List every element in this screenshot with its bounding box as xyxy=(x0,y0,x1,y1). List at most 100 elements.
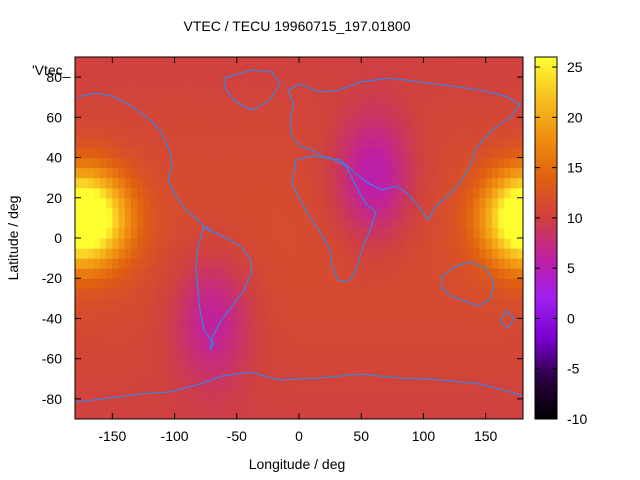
heatmap-cell xyxy=(124,378,132,390)
heatmap-cell xyxy=(336,408,344,419)
heatmap-cell xyxy=(367,318,375,330)
heatmap-cell xyxy=(87,217,95,229)
heatmap-cell xyxy=(87,157,95,169)
heatmap-cell xyxy=(187,348,194,360)
heatmap-cell xyxy=(516,248,523,259)
heatmap-cell xyxy=(467,227,474,239)
heatmap-cell xyxy=(168,77,176,88)
heatmap-cell xyxy=(286,217,294,229)
heatmap-cell xyxy=(367,187,375,199)
heatmap-cell xyxy=(137,157,145,169)
heatmap-cell xyxy=(299,338,306,350)
heatmap-cell xyxy=(230,328,238,340)
heatmap-cell xyxy=(417,197,425,209)
heatmap-cell xyxy=(243,368,250,380)
heatmap-cell xyxy=(498,177,505,189)
heatmap-cell xyxy=(280,57,288,68)
heatmap-cell xyxy=(435,268,443,279)
heatmap-cell xyxy=(299,87,306,98)
heatmap-cell xyxy=(398,97,406,108)
heatmap-cell xyxy=(348,298,356,309)
heatmap-cell xyxy=(504,298,512,309)
heatmap-cell xyxy=(87,348,95,360)
y-tick-label: 20 xyxy=(46,190,62,206)
heatmap-cell xyxy=(87,238,95,249)
heatmap-cell xyxy=(448,288,456,299)
heatmap-cell xyxy=(280,248,288,259)
heatmap-cell xyxy=(473,157,481,169)
heatmap-cell xyxy=(236,388,244,400)
heatmap-cell xyxy=(112,207,120,219)
heatmap-cell xyxy=(311,137,319,149)
heatmap-cell xyxy=(224,147,232,159)
heatmap-cell xyxy=(510,87,518,98)
heatmap-cell xyxy=(516,77,523,88)
heatmap-cell xyxy=(442,107,449,118)
heatmap-cell xyxy=(255,57,263,68)
heatmap-cell xyxy=(187,338,194,350)
heatmap-cell xyxy=(473,408,481,419)
heatmap-cell xyxy=(299,207,306,219)
heatmap-cell xyxy=(423,258,431,269)
x-tick-label: 100 xyxy=(412,428,436,444)
heatmap-cell xyxy=(267,177,275,189)
heatmap-cell xyxy=(118,288,126,299)
heatmap-cell xyxy=(435,388,443,400)
heatmap-cell xyxy=(255,308,263,320)
heatmap-cell xyxy=(292,197,300,209)
heatmap-cell xyxy=(386,127,393,139)
heatmap-cell xyxy=(448,358,456,370)
heatmap-cell xyxy=(174,137,182,149)
heatmap-cell xyxy=(392,238,400,249)
heatmap-cell xyxy=(379,368,387,380)
heatmap-cell xyxy=(361,177,369,189)
heatmap-cell xyxy=(218,308,225,320)
heatmap-cell xyxy=(348,278,356,289)
heatmap-cell xyxy=(99,368,107,380)
heatmap-cell xyxy=(299,268,306,279)
heatmap-cell xyxy=(280,388,288,400)
heatmap-cell xyxy=(180,147,188,159)
heatmap-cell xyxy=(323,217,331,229)
heatmap-cell xyxy=(498,107,505,118)
heatmap-cell xyxy=(311,127,319,139)
heatmap-cell xyxy=(93,77,101,88)
heatmap-cell xyxy=(236,368,244,380)
heatmap-cell xyxy=(106,117,113,128)
heatmap-cell xyxy=(435,137,443,149)
heatmap-cell xyxy=(162,77,169,88)
coastline-australia xyxy=(441,261,495,307)
heatmap-cell xyxy=(180,227,188,239)
heatmap-cell xyxy=(348,187,356,199)
heatmap-cell xyxy=(205,268,213,279)
heatmap-cell xyxy=(218,328,225,340)
heatmap-cell xyxy=(93,348,101,360)
heatmap-cell xyxy=(454,248,462,259)
heatmap-cell xyxy=(423,268,431,279)
heatmap-cell xyxy=(491,278,499,289)
heatmap-cell xyxy=(143,147,151,159)
heatmap-cell xyxy=(299,227,306,239)
heatmap-cell xyxy=(93,167,101,179)
heatmap-cell xyxy=(81,248,89,259)
heatmap-cell xyxy=(267,127,275,139)
heatmap-cell xyxy=(417,67,425,78)
heatmap-cell xyxy=(305,388,313,400)
heatmap-cell xyxy=(348,328,356,340)
heatmap-cell xyxy=(442,217,449,229)
heatmap-cell xyxy=(236,127,244,139)
heatmap-cell xyxy=(379,107,387,118)
heatmap-cell xyxy=(299,398,306,410)
coastline-north-america xyxy=(77,92,211,233)
heatmap-cell xyxy=(305,398,313,410)
heatmap-cell xyxy=(323,238,331,249)
heatmap-cell xyxy=(236,137,244,149)
heatmap-cell xyxy=(274,227,281,239)
heatmap-cell xyxy=(392,157,400,169)
heatmap-cell xyxy=(230,238,238,249)
heatmap-cell xyxy=(261,57,269,68)
heatmap-cell xyxy=(454,388,462,400)
heatmap-cell xyxy=(411,388,418,400)
heatmap-cell xyxy=(504,338,512,350)
heatmap-cell xyxy=(168,227,176,239)
